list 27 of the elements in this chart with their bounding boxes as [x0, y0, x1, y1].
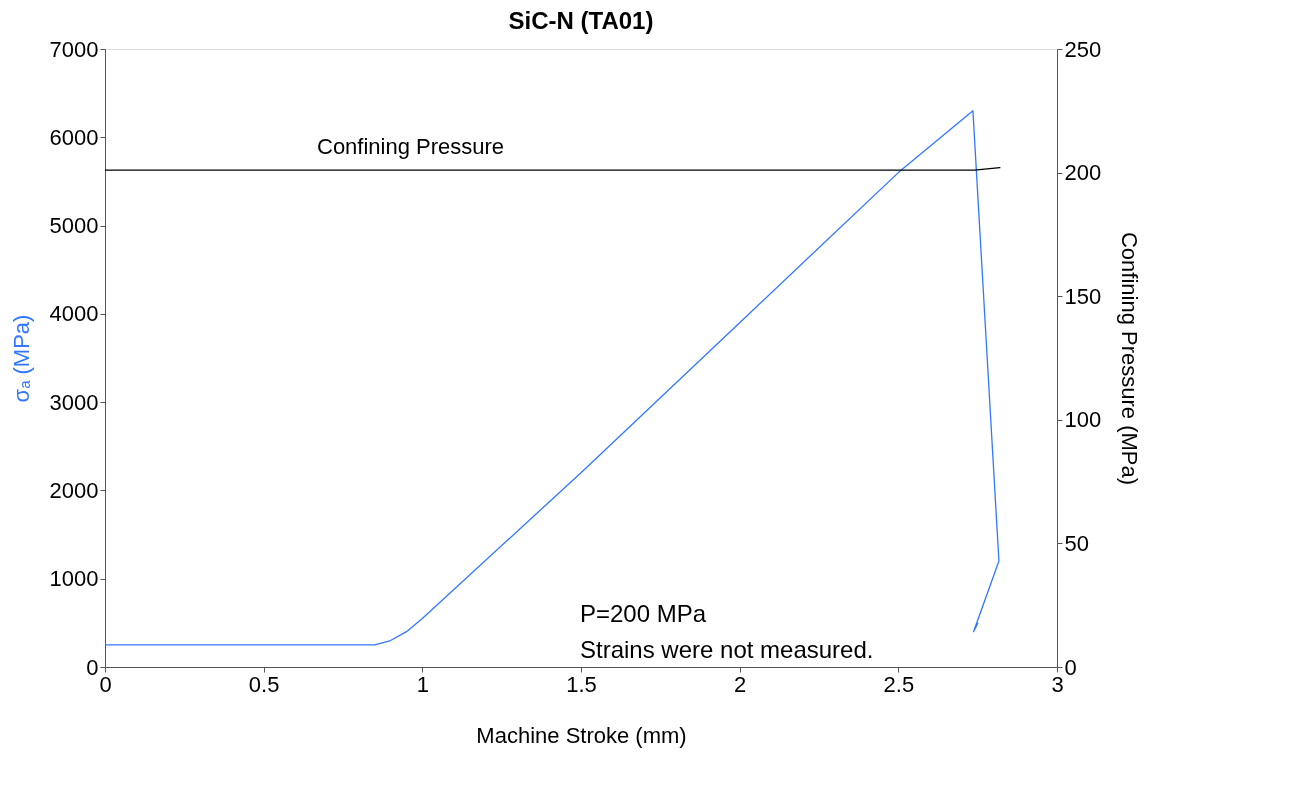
y-tick-label: 4000 [49, 301, 99, 327]
series-label: Confining Pressure [317, 134, 505, 159]
y-axis-title: σₐ (MPa) [8, 314, 34, 403]
y2-tick-label: 0 [1064, 654, 1077, 680]
y2-tick-label: 100 [1064, 407, 1102, 433]
x-tick-label: 0.5 [248, 671, 280, 697]
y-tick-label: 3000 [49, 389, 99, 415]
annotation: Strains were not measured. [580, 636, 874, 663]
x-axis-title: Machine Stroke (mm) [476, 722, 687, 748]
y-tick-label: 7000 [49, 36, 99, 62]
y-tick-label: 6000 [49, 124, 99, 150]
y-tick-label: 1000 [49, 566, 99, 592]
x-tick-label: 1 [416, 671, 429, 697]
x-tick-label: 1.5 [566, 671, 597, 697]
y-tick-label: 2000 [49, 477, 99, 503]
x-tick-label: 3 [1051, 671, 1064, 697]
y-tick-label: 0 [86, 654, 99, 680]
x-tick-label: 2.5 [883, 671, 915, 697]
y2-tick-label: 200 [1064, 160, 1102, 186]
y2-tick-label: 250 [1064, 36, 1102, 62]
y2-axis-title: Confining Pressure (MPa) [1117, 231, 1143, 486]
y2-tick-label: 50 [1064, 530, 1089, 556]
y2-tick-label: 150 [1064, 283, 1102, 309]
chart-title: SiC-N (TA01) [508, 7, 654, 34]
y-tick-label: 5000 [49, 213, 99, 239]
x-tick-label: 2 [734, 671, 747, 697]
annotation: P=200 MPa [580, 600, 707, 627]
